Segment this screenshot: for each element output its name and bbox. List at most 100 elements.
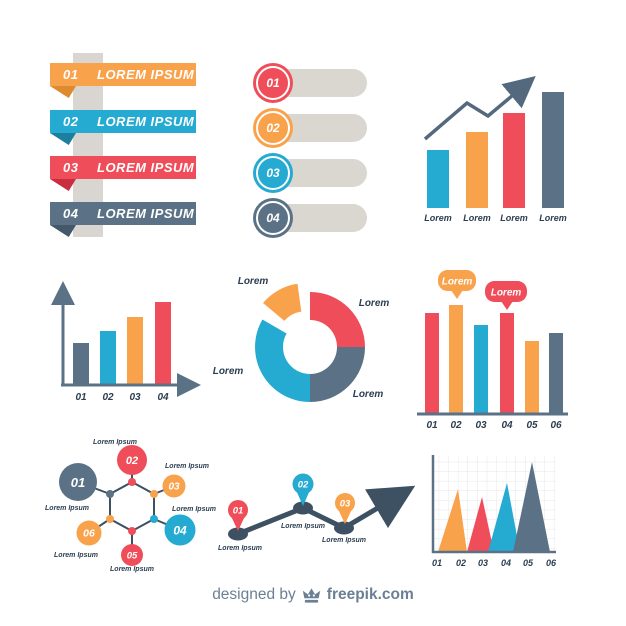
ribbon-number: 02 (63, 114, 79, 129)
bar (100, 331, 116, 385)
hexagon (109, 480, 155, 533)
axis-bar-chart: 01 02 03 04 (51, 281, 201, 403)
pin-tail (231, 516, 245, 531)
timeline-node (293, 501, 313, 515)
donut-label: Lorem (353, 389, 384, 400)
tick-label: 01 (432, 558, 442, 568)
pin-head (292, 473, 314, 495)
badge-number: 04 (266, 211, 280, 225)
pin-tail (338, 509, 352, 524)
tick-label: 01 (75, 392, 87, 403)
footer-credit: designed by freepik.com (0, 580, 626, 610)
vertex-dot (128, 478, 136, 486)
timeline-arrow (237, 485, 416, 537)
tick-label: 02 (102, 392, 114, 403)
vertex-dot (150, 490, 158, 498)
callout-bar-chart: Lorem Lorem 01 02 03 04 05 06 (417, 270, 568, 431)
tick-label: 06 (546, 558, 557, 568)
peak-triangle-orange (438, 489, 467, 552)
growth-bar-chart: Lorem Lorem Lorem Lorem (423, 76, 567, 223)
bar (503, 113, 525, 208)
node-circle-02 (117, 445, 147, 475)
brand-text: freepik.com (326, 586, 414, 603)
tick-label: 06 (550, 420, 562, 431)
badge-number: 03 (266, 166, 280, 180)
donut-segment-slate (310, 347, 365, 402)
node-number: 03 (168, 482, 180, 493)
ribbon-label: LOREM IPSUM (97, 114, 195, 129)
callout-body (485, 281, 527, 302)
tick-label: 04 (501, 420, 513, 431)
ribbon-number: 04 (63, 206, 79, 221)
vertex-dot (106, 515, 114, 523)
callout-text: Lorem (442, 277, 473, 288)
bar (449, 305, 463, 413)
callout-tail (451, 290, 463, 299)
badge-number: 01 (266, 76, 280, 90)
bar-label: Lorem (424, 213, 452, 223)
node-number: 02 (126, 455, 138, 467)
donut-label: Lorem (238, 276, 269, 287)
map-pin-03: 03 (335, 493, 355, 524)
pin-head (335, 493, 355, 513)
ribbon-item-01: 01 LOREM IPSUM (50, 63, 196, 86)
pin-number: 01 (233, 506, 244, 517)
timeline-node (334, 521, 354, 535)
tick-label: 05 (526, 420, 538, 431)
pin-timeline: 01 02 03 Lorem Ipsum Lorem Ipsum Lorem I… (218, 473, 416, 552)
tick-label: 03 (129, 392, 141, 403)
designed-by-text: designed by (212, 586, 296, 603)
peak-triangle-red (467, 497, 494, 552)
ribbon-number: 03 (63, 160, 79, 175)
molecule-diagram: 01 02 03 04 05 06 Lorem Ipsum Lorem Ipsu… (45, 439, 216, 573)
map-pin-02: 02 (292, 473, 314, 506)
badge-circle-02: 02 (253, 108, 293, 148)
tick-label: 04 (157, 392, 169, 403)
peak-triangle-blue (488, 483, 520, 552)
bar (474, 325, 488, 413)
callout-bubble-orange: Lorem (438, 270, 476, 299)
pin-head (228, 500, 248, 520)
bar (525, 341, 539, 413)
node-label: Lorem Ipsum (172, 506, 216, 513)
node-label: Lorem Ipsum (54, 552, 98, 559)
badge-number: 02 (266, 121, 280, 135)
tick-label: 03 (478, 558, 488, 568)
tick-label: 01 (426, 420, 438, 431)
donut-segment-red (310, 292, 365, 347)
freepik-crown-icon (302, 587, 320, 603)
callout-body (438, 270, 476, 291)
donut-label: Lorem (213, 366, 244, 377)
ribbon-item-03: 03 LOREM IPSUM (50, 156, 196, 179)
ribbon-label: LOREM IPSUM (97, 206, 195, 221)
bar-label: Lorem (463, 213, 491, 223)
donut-segment-orange-exploded (263, 283, 302, 321)
bar (155, 302, 171, 385)
badge-circle-01: 01 (253, 63, 293, 103)
bar-label: Lorem (539, 213, 567, 223)
bar (73, 343, 89, 385)
node-circle-04 (164, 514, 196, 546)
node-circle-03 (162, 474, 186, 498)
node-label: Lorem Ipsum (165, 463, 209, 470)
node-number: 01 (71, 475, 85, 490)
timeline-node (228, 527, 248, 541)
callout-tail (501, 301, 513, 310)
node-label: Lorem Ipsum (110, 566, 154, 573)
badge-circle-04: 04 (253, 198, 293, 238)
pin-label: Lorem Ipsum (218, 545, 262, 552)
pin-number: 02 (298, 480, 309, 491)
pin-label: Lorem Ipsum (281, 523, 325, 530)
vertex-dot (150, 515, 158, 523)
callout-bubble-red: Lorem (485, 281, 527, 310)
bar (466, 132, 488, 208)
bar (542, 92, 564, 208)
node-number: 04 (173, 524, 187, 538)
donut-segment-blue (255, 319, 310, 402)
map-pin-01: 01 (228, 500, 248, 531)
node-label: Lorem Ipsum (93, 439, 137, 446)
tick-label: 03 (475, 420, 487, 431)
tick-label: 04 (501, 558, 511, 568)
tick-label: 05 (523, 558, 534, 568)
donut-label: Lorem (359, 298, 390, 309)
